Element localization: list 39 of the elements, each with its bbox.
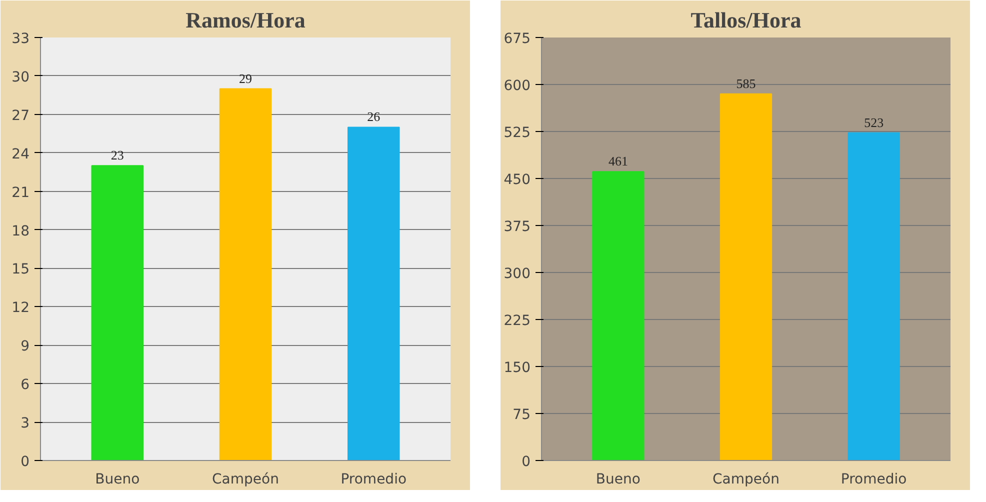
y-tick-label: 675 <box>504 31 531 47</box>
y-tick-label: 21 <box>12 184 30 201</box>
y-tick-label: 450 <box>504 172 531 188</box>
x-tick-label: Promedio <box>340 472 407 488</box>
y-tick-label: 6 <box>20 377 30 394</box>
chart-title: Tallos/Hora <box>690 8 802 32</box>
y-tick-label: 600 <box>504 78 531 94</box>
y-tick-label: 33 <box>12 31 30 47</box>
y-tick-label: 9 <box>20 338 30 355</box>
y-tick-label: 27 <box>12 108 30 124</box>
x-tick-label: Campeón <box>712 472 780 488</box>
y-tick-label: 375 <box>504 219 531 235</box>
bar <box>720 93 772 460</box>
y-tick-label: 18 <box>12 223 30 240</box>
chart-title: Ramos/Hora <box>186 8 306 32</box>
y-tick-label: 15 <box>12 262 30 278</box>
y-tick-label: 24 <box>12 146 30 162</box>
y-tick-label: 525 <box>504 125 531 141</box>
bar <box>219 88 272 460</box>
y-tick-label: 300 <box>504 266 531 282</box>
x-tick-label: Promedio <box>840 472 907 488</box>
y-tick-label: 75 <box>512 407 531 423</box>
data-label: 585 <box>736 76 756 91</box>
bar <box>348 126 400 460</box>
x-tick-label: Bueno <box>596 472 640 488</box>
bar <box>592 171 644 460</box>
y-tick-label: 150 <box>504 360 531 376</box>
y-tick-label: 3 <box>20 416 30 432</box>
x-tick-label: Bueno <box>95 472 140 488</box>
y-tick-label: 225 <box>504 313 531 329</box>
y-tick-label: 0 <box>20 454 30 470</box>
x-tick-label: Campeón <box>212 472 279 488</box>
bar <box>91 165 144 460</box>
y-tick-label: 0 <box>522 454 531 470</box>
data-label: 523 <box>864 114 884 130</box>
y-tick-label: 30 <box>12 69 30 86</box>
bar <box>848 132 900 460</box>
data-label: 461 <box>608 154 628 169</box>
y-tick-label: 12 <box>12 300 30 316</box>
